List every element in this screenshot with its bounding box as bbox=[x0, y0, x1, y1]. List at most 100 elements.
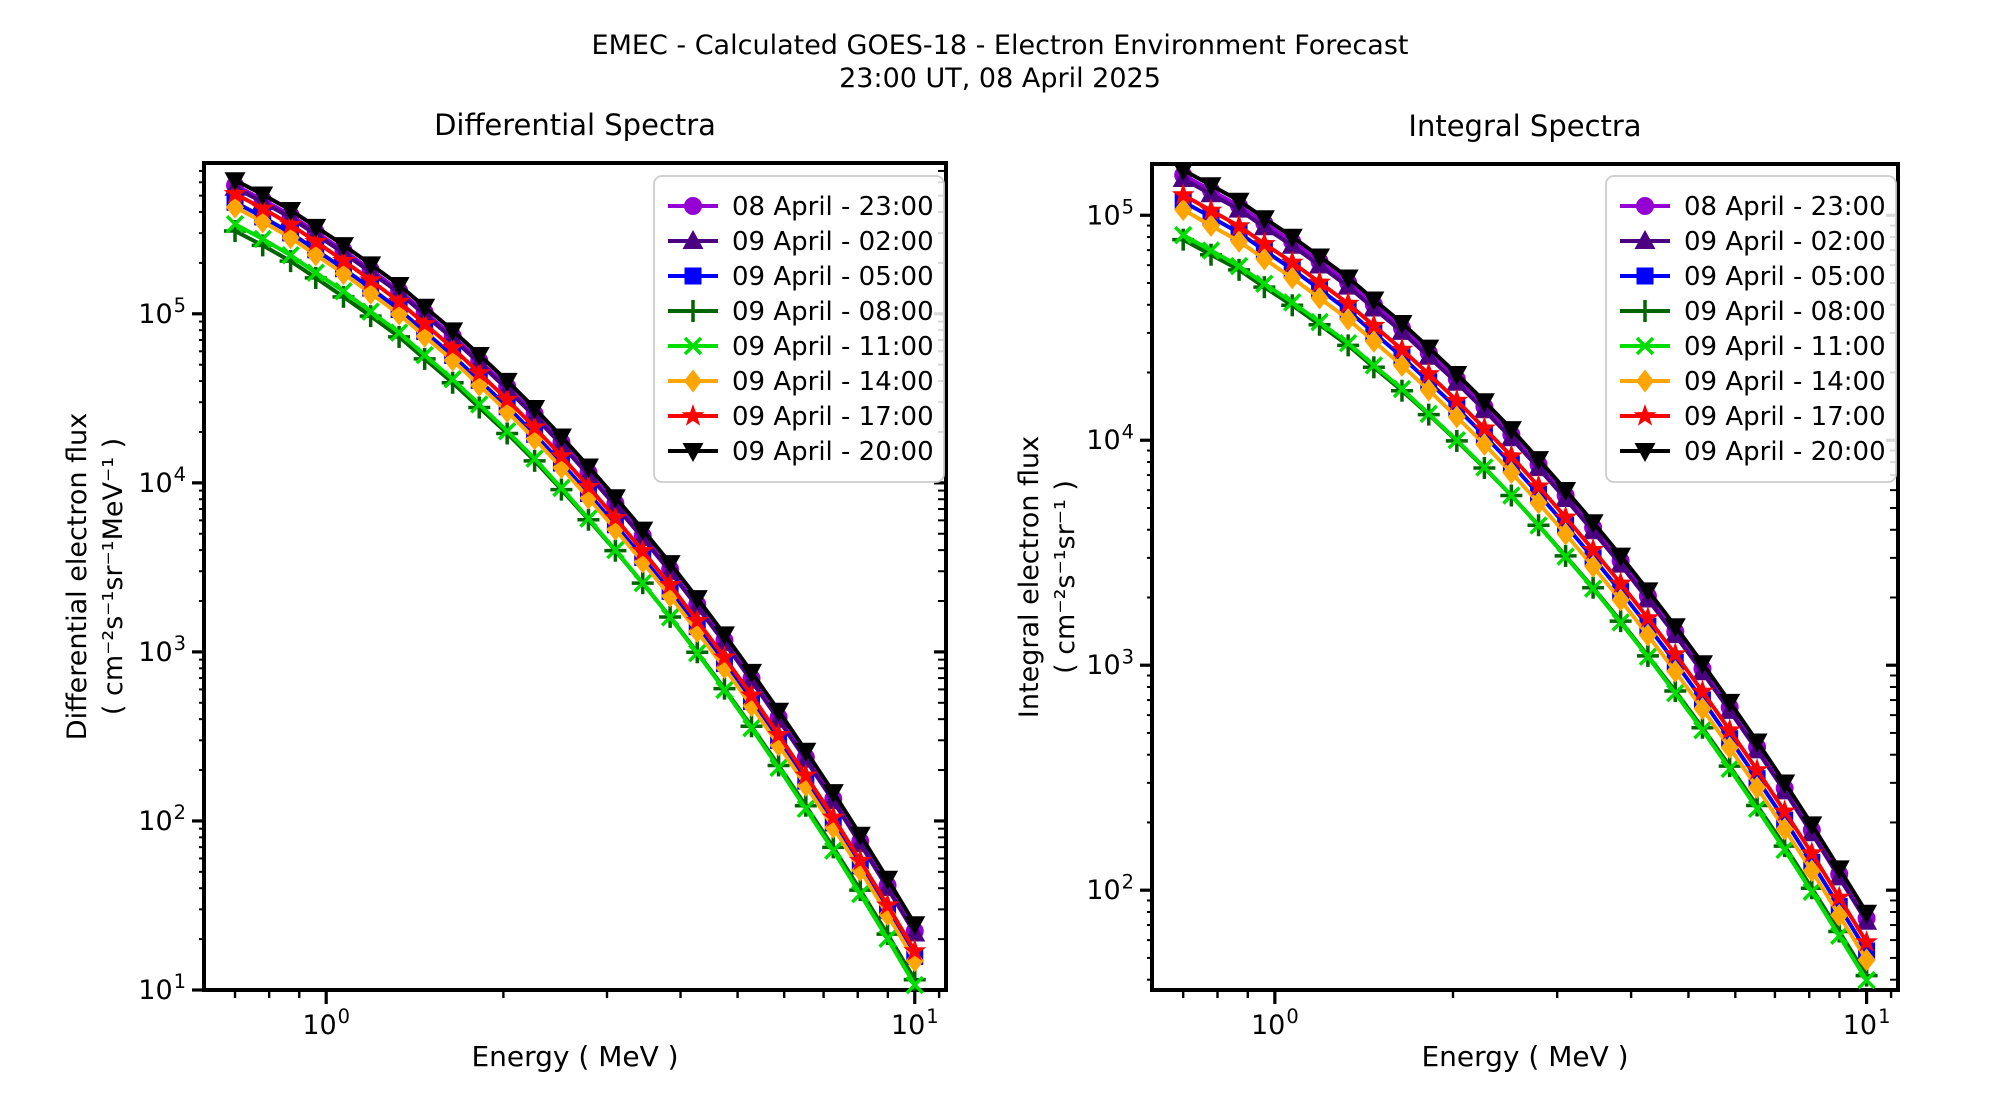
marker-star bbox=[1855, 930, 1878, 952]
marker-triangle-down bbox=[1664, 618, 1686, 638]
marker-triangle-down bbox=[1610, 547, 1632, 567]
marker-star bbox=[1390, 337, 1414, 360]
marker-triangle-down bbox=[1473, 393, 1495, 413]
marker-star bbox=[332, 248, 355, 271]
legend-box bbox=[1605, 175, 1897, 483]
marker-x bbox=[1419, 404, 1438, 424]
legend-item: 09 April - 17:00 bbox=[668, 402, 934, 432]
marker-diamond bbox=[684, 369, 702, 393]
marker-triangle-down bbox=[496, 372, 518, 392]
marker-star bbox=[1308, 270, 1331, 293]
marker-star bbox=[685, 608, 709, 631]
marker-triangle-down bbox=[1281, 228, 1303, 248]
marker-diamond bbox=[1693, 697, 1712, 721]
marker-x bbox=[1529, 516, 1548, 535]
marker-x bbox=[878, 929, 897, 948]
y-axis: 101 102 103 104 105 Differential electron flu… bbox=[62, 169, 946, 1006]
legend-item: 09 April - 11:00 bbox=[668, 332, 934, 362]
marker-diamond bbox=[1556, 522, 1575, 546]
marker-x bbox=[1720, 759, 1739, 779]
marker-x bbox=[769, 758, 788, 778]
marker-triangle-down bbox=[280, 202, 302, 222]
marker-x bbox=[905, 975, 924, 995]
marker-star bbox=[577, 474, 600, 497]
marker-star bbox=[1336, 291, 1360, 314]
y-axis-label-line2: ( cm⁻²s⁻¹sr⁻¹MeV⁻¹ ) bbox=[98, 438, 129, 715]
legend-item: 09 April - 08:00 bbox=[668, 297, 934, 327]
marker-star bbox=[467, 361, 491, 383]
marker-x bbox=[1229, 256, 1249, 276]
marker-star bbox=[1445, 388, 1469, 411]
legend-item: 09 April - 20:00 bbox=[1620, 437, 1886, 467]
marker-star bbox=[1691, 679, 1714, 702]
marker-triangle-down bbox=[1253, 210, 1275, 230]
marker-triangle-down bbox=[1228, 192, 1250, 212]
marker-x bbox=[1502, 486, 1521, 505]
marker-triangle-down bbox=[877, 870, 899, 890]
marker-star bbox=[279, 212, 302, 235]
legend-item: 09 April - 17:00 bbox=[1620, 402, 1886, 432]
marker-star bbox=[413, 311, 437, 334]
marker-x bbox=[1310, 312, 1329, 332]
marker-x bbox=[552, 478, 571, 498]
marker-triangle-down bbox=[1774, 774, 1796, 794]
marker-triangle-down bbox=[414, 298, 436, 318]
marker-triangle-down bbox=[604, 489, 626, 509]
x-axis-label: Energy ( MeV ) bbox=[1421, 1040, 1628, 1073]
marker-diamond bbox=[1857, 948, 1876, 972]
marker-triangle-down bbox=[1637, 582, 1659, 602]
marker-diamond bbox=[1748, 776, 1767, 800]
marker-triangle-down bbox=[442, 322, 464, 342]
marker-x bbox=[1338, 333, 1358, 353]
marker-x bbox=[225, 214, 245, 234]
x-axis: 100 101 Energy ( MeV ) bbox=[1181, 990, 1893, 1073]
marker-triangle-down bbox=[305, 218, 327, 238]
panel-integral-spectra: 100 101 Energy ( MeV ) 102 103 104 105 Integral… bbox=[1014, 109, 1900, 1073]
marker-x bbox=[281, 246, 300, 265]
axes-frame bbox=[1150, 162, 1900, 992]
y-axis-label-line1: Integral electron flux bbox=[1014, 436, 1045, 718]
marker-diamond bbox=[1475, 432, 1494, 456]
marker-x bbox=[306, 263, 325, 282]
marker-star bbox=[1473, 416, 1496, 438]
marker-x bbox=[824, 841, 843, 860]
legend-label: 09 April - 20:00 bbox=[732, 437, 934, 467]
marker-star bbox=[1527, 474, 1550, 496]
marker-triangle-down bbox=[1500, 421, 1522, 441]
y-axis-label-line1: Differential electron flux bbox=[62, 413, 93, 740]
marker-x bbox=[1635, 336, 1655, 356]
marker-star bbox=[1252, 231, 1276, 254]
marker-x bbox=[579, 509, 598, 528]
marker-diamond bbox=[1310, 286, 1329, 310]
marker-triangle-down bbox=[1418, 339, 1440, 359]
marker-diamond bbox=[1283, 266, 1302, 290]
marker-triangle-down bbox=[1828, 860, 1850, 880]
marker-x bbox=[361, 302, 380, 321]
legend-label: 08 April - 23:00 bbox=[1684, 192, 1886, 222]
marker-star bbox=[604, 506, 627, 528]
marker-star bbox=[1745, 758, 1769, 780]
marker-triangle-down bbox=[524, 400, 546, 420]
marker-x bbox=[497, 421, 517, 441]
marker-x bbox=[1255, 274, 1274, 294]
figure-title-line2: 23:00 UT, 08 April 2025 bbox=[839, 63, 1161, 94]
marker-star bbox=[1718, 718, 1742, 740]
marker-star bbox=[1362, 313, 1386, 336]
marker-triangle-down bbox=[224, 172, 246, 192]
tick-label: 101 bbox=[1843, 1005, 1891, 1041]
marker-triangle-down bbox=[388, 277, 410, 297]
legend-label: 09 April - 08:00 bbox=[732, 297, 934, 327]
marker-x bbox=[683, 336, 703, 356]
marker-star bbox=[1280, 250, 1304, 273]
marker-diamond bbox=[1174, 198, 1193, 222]
marker-star bbox=[681, 404, 705, 426]
marker-triangle-down bbox=[682, 443, 704, 462]
marker-star bbox=[848, 848, 872, 871]
legend-item: 09 April - 02:00 bbox=[1620, 227, 1886, 257]
marker-triangle-down bbox=[1309, 248, 1331, 268]
marker-diamond bbox=[1255, 247, 1274, 271]
marker-circle bbox=[684, 197, 702, 215]
legend-label: 09 April - 11:00 bbox=[732, 332, 934, 362]
legend-item: 09 April - 20:00 bbox=[668, 437, 934, 467]
